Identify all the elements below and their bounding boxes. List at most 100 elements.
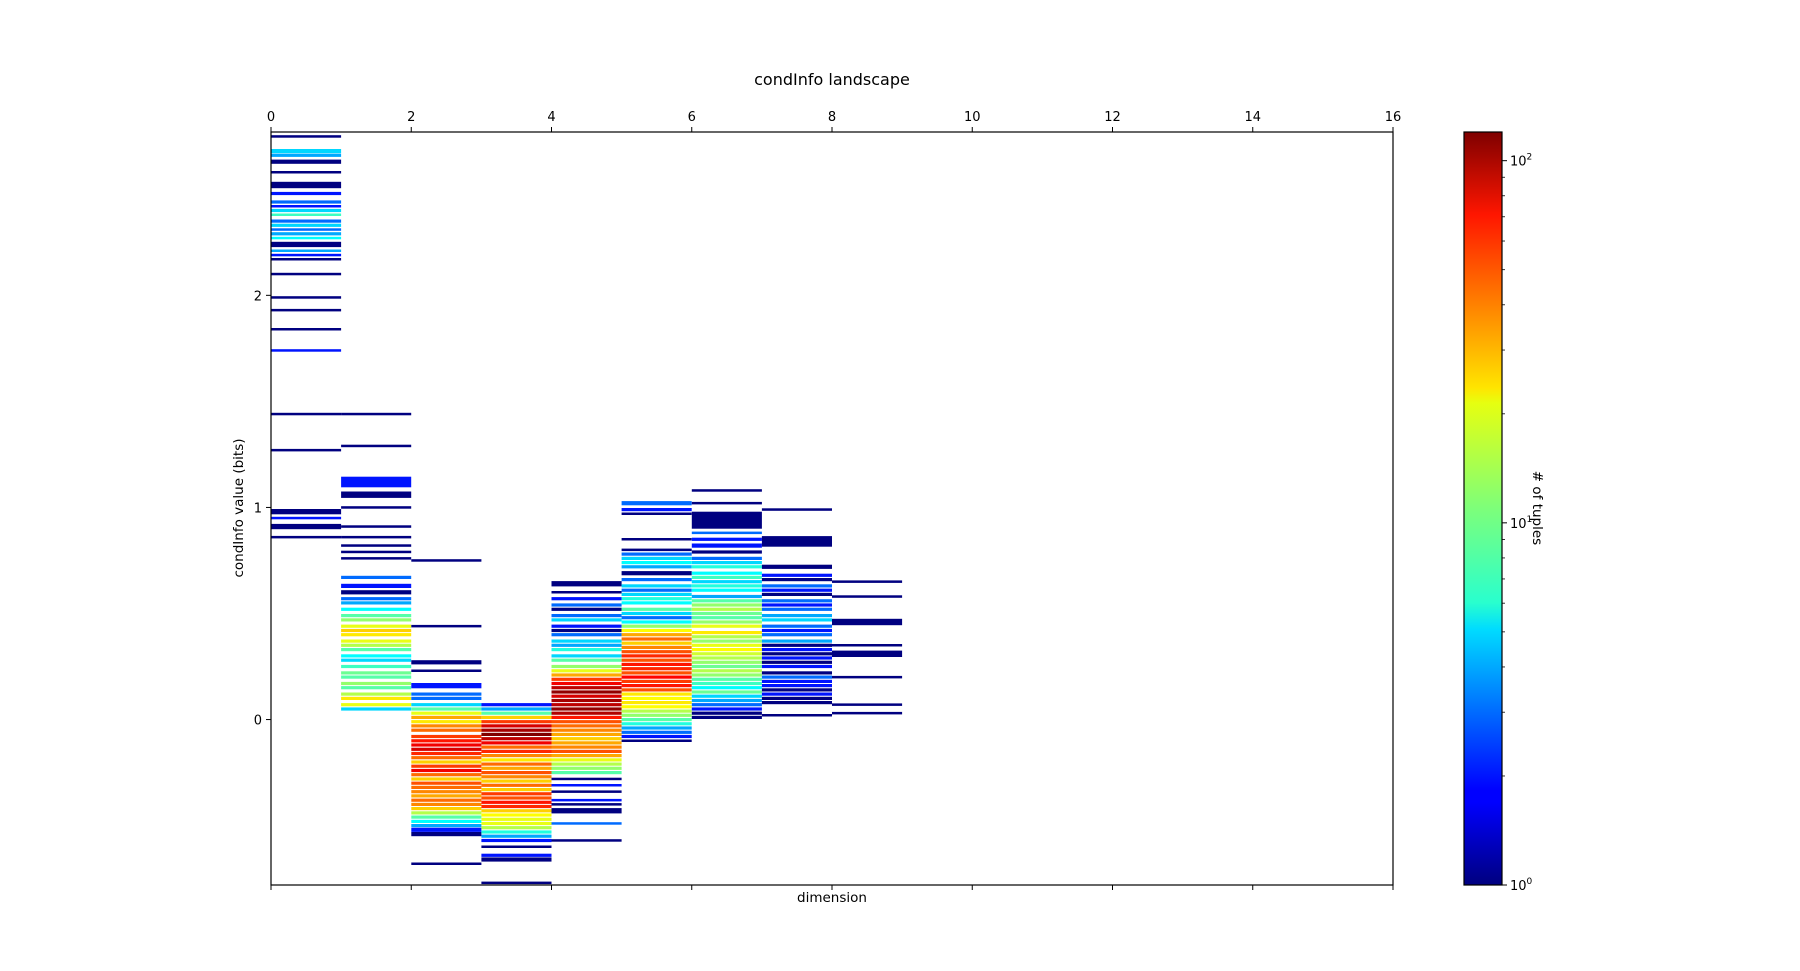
heatmap-cell: [481, 707, 552, 711]
heatmap-cell: [271, 159, 342, 164]
heatmap-cell: [691, 707, 762, 711]
heatmap-cell: [481, 853, 552, 857]
heatmap-cell: [621, 684, 692, 688]
heatmap-cell: [691, 611, 762, 616]
x-axis-top: 0 2 4 6 8 10 12 14 16: [267, 110, 1401, 132]
heatmap-cell: [271, 219, 342, 223]
heatmap-cell: [621, 718, 692, 722]
heatmap-cell: [411, 802, 482, 806]
heatmap-cell: [761, 614, 832, 618]
y-axis: 0 1 2: [254, 289, 271, 729]
heatmap-cell: [411, 811, 482, 815]
heatmap-cell: [271, 448, 342, 452]
heatmap-cell: [761, 578, 832, 582]
heatmap-cell: [691, 664, 762, 669]
heatmap-cell: [411, 815, 482, 819]
heatmap-cell: [411, 624, 482, 628]
heatmap-cell: [341, 671, 412, 675]
heatmap-cell: [271, 272, 342, 276]
heatmap-cell: [832, 644, 903, 647]
heatmap-cell: [691, 694, 762, 698]
heatmap-cell: [691, 677, 762, 681]
heatmap-cell: [341, 544, 412, 547]
heatmap-cell: [551, 664, 622, 669]
heatmap-cell: [691, 537, 762, 541]
heatmap-cell: [691, 643, 762, 647]
heatmap-cell: [271, 509, 342, 515]
x-axis-bottom: [270, 885, 1394, 890]
heatmap-cell: [271, 149, 342, 154]
heatmap-cell: [621, 548, 692, 552]
heatmap-cell: [271, 223, 342, 227]
heatmap-cell: [551, 654, 622, 658]
heatmap-cell: [691, 556, 762, 560]
heatmap-cell: [551, 686, 622, 690]
x-tick-label: 6: [688, 110, 696, 125]
heatmap-cell: [761, 643, 832, 647]
heatmap-cell: [411, 715, 482, 719]
heatmap-cell: [411, 734, 482, 739]
heatmap-cell: [691, 620, 762, 624]
heatmap-cell: [621, 578, 692, 582]
heatmap-cell: [551, 749, 622, 753]
heatmap-cell: [341, 686, 412, 690]
heatmap-cell: [551, 614, 622, 618]
heatmap-cell: [761, 648, 832, 652]
heatmap-cell: [551, 658, 622, 662]
heatmap-cell: [481, 800, 552, 804]
heatmap-cell: [691, 561, 762, 565]
heatmap-cell: [621, 730, 692, 734]
heatmap-cell: [551, 607, 622, 611]
heatmap-cell: [621, 701, 692, 705]
heatmap-cell: [341, 643, 412, 647]
heatmap-cell: [761, 624, 832, 628]
heatmap-cell: [761, 671, 832, 675]
heatmap-cell: [691, 550, 762, 554]
heatmap-cell: [691, 698, 762, 703]
heatmap-cell: [621, 641, 692, 645]
heatmap-cell: [691, 511, 762, 529]
heatmap-cell: [341, 692, 412, 696]
heatmap-cell: [621, 667, 692, 671]
heatmap-cell: [271, 232, 342, 236]
heatmap-cell: [411, 819, 482, 823]
heatmap-cell: [621, 679, 692, 683]
heatmap-cell: [691, 624, 762, 628]
heatmap-cell: [621, 709, 692, 713]
heatmap-cell: [341, 648, 412, 652]
heatmap-cell: [621, 556, 692, 560]
heatmap-cell: [761, 701, 832, 705]
heatmap-cell: [691, 584, 762, 588]
colorbar-tick-label: 100: [1510, 877, 1533, 894]
heatmap-cell: [761, 588, 832, 592]
heatmap-cell: [411, 683, 482, 689]
heatmap-cell: [341, 506, 412, 509]
heatmap-cell: [551, 741, 622, 745]
heatmap-cell: [551, 581, 622, 587]
heatmap-cell: [481, 813, 552, 817]
heatmap-cell: [761, 639, 832, 643]
x-tick-label: 16: [1385, 110, 1402, 125]
heatmap-cell: [271, 241, 342, 248]
heatmap-cell: [481, 732, 552, 736]
heatmap-cell: [411, 728, 482, 732]
heatmap-cell: [481, 817, 552, 821]
heatmap-cell: [621, 571, 692, 576]
heatmap-cell: [761, 564, 832, 569]
y-tick-label: 2: [254, 289, 262, 304]
x-tick-label: 2: [407, 110, 415, 125]
heatmap-cell: [411, 785, 482, 789]
heatmap-cell: [411, 720, 482, 724]
heatmap-cell: [481, 741, 552, 745]
heatmap-cell: [621, 508, 692, 512]
heatmap-cell: [271, 328, 342, 331]
heatmap-cell: [761, 652, 832, 656]
heatmap-cell: [341, 618, 412, 622]
heatmap-cell: [761, 536, 832, 547]
heatmap-cell: [761, 628, 832, 633]
heatmap-cell: [761, 684, 832, 688]
heatmap-cell: [411, 696, 482, 700]
heatmap-cell: [481, 792, 552, 796]
heatmap-cell: [341, 412, 412, 416]
